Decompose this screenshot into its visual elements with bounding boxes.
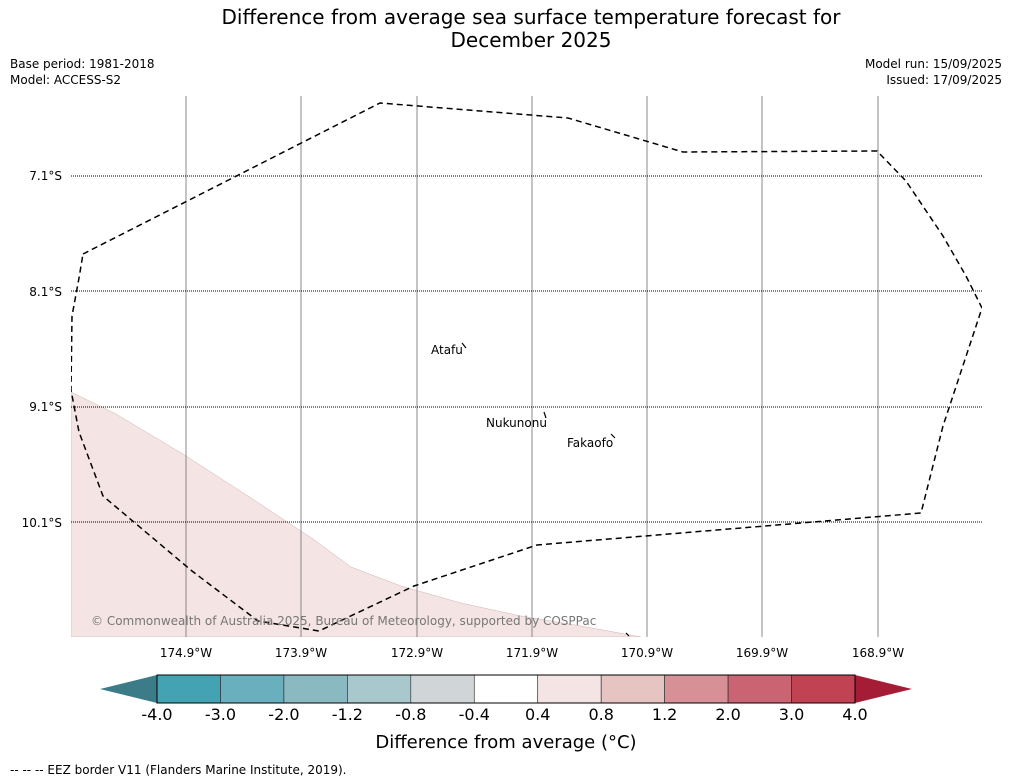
colorbar-label: Difference from average (°C) bbox=[375, 732, 637, 753]
colorbar-tick-label: -3.0 bbox=[204, 705, 237, 724]
colorbar-tick-label: 3.0 bbox=[778, 705, 805, 724]
map-title: Difference from average sea surface temp… bbox=[221, 5, 841, 52]
colorbar-segment bbox=[791, 674, 856, 704]
colorbar-segment bbox=[537, 674, 602, 704]
island-outlines bbox=[461, 342, 630, 637]
colorbar-tick-label: -2.0 bbox=[268, 705, 300, 724]
place-label-fakaofo: Fakaofo bbox=[567, 436, 614, 450]
colorbar-segments bbox=[156, 674, 856, 704]
lon-label-169-9w: 169.9°W bbox=[735, 646, 789, 660]
eez-legend-note: -- -- -- EEZ border V11 (Flanders Marine… bbox=[10, 763, 347, 777]
colorbar-tick-label: -0.8 bbox=[395, 705, 427, 724]
colorbar-tick-label: 0.4 bbox=[524, 705, 551, 724]
colorbar-segment bbox=[347, 674, 412, 704]
colorbar-over-arrow bbox=[855, 675, 912, 703]
place-label-nukunonu: Nukunonu bbox=[486, 416, 547, 430]
lat-label-10-1s: 10.1°S bbox=[21, 516, 62, 530]
lon-label-171-9w: 171.9°W bbox=[505, 646, 559, 660]
fakaofo-island bbox=[610, 433, 616, 439]
colorbar-segment bbox=[220, 674, 285, 704]
lat-label-8-1s: 8.1°S bbox=[29, 285, 62, 299]
model-name: Model: ACCESS-S2 bbox=[10, 73, 122, 87]
colorbar bbox=[100, 674, 912, 704]
base-period: Base period: 1981-2018 bbox=[10, 57, 155, 71]
colorbar-tick-label: 1.2 bbox=[651, 705, 678, 724]
colorbar-segment bbox=[156, 674, 221, 704]
lat-label-7-1s: 7.1°S bbox=[29, 169, 62, 183]
coastline-fragment bbox=[625, 632, 630, 637]
anomaly-region-0-4-to-0-8 bbox=[71, 391, 642, 637]
place-label-atafu: Atafu bbox=[431, 343, 463, 357]
colorbar-tick-label: -1.2 bbox=[331, 705, 363, 724]
colorbar-tick-label: 4.0 bbox=[842, 705, 868, 724]
lon-label-170-9w: 170.9°W bbox=[620, 646, 674, 660]
lon-label-172-9w: 172.9°W bbox=[390, 646, 444, 660]
colorbar-outline bbox=[156, 674, 856, 704]
copyright-notice: © Commonwealth of Australia 2025, Bureau… bbox=[91, 614, 597, 628]
eez-border bbox=[71, 102, 982, 632]
colorbar-tick-label: -0.4 bbox=[458, 705, 490, 724]
issued-date: Issued: 17/09/2025 bbox=[886, 73, 1002, 87]
colorbar-tick-label: 2.0 bbox=[715, 705, 741, 724]
model-run: Model run: 15/09/2025 bbox=[864, 57, 1002, 71]
lon-label-168-9w: 168.9°W bbox=[851, 646, 905, 660]
colorbar-tick-label: -4.0 bbox=[141, 705, 173, 724]
colorbar-segment bbox=[600, 674, 665, 704]
colorbar-segment bbox=[283, 674, 348, 704]
lon-label-173-9w: 173.9°W bbox=[274, 646, 328, 660]
lat-label-9-1s: 9.1°S bbox=[29, 400, 62, 414]
map-canvas bbox=[71, 96, 982, 637]
colorbar-segment bbox=[727, 674, 792, 704]
nukunonu-island bbox=[543, 411, 547, 419]
lon-label-174-9w: 174.9°W bbox=[159, 646, 213, 660]
meridian-grid bbox=[185, 96, 879, 637]
colorbar-segment bbox=[473, 674, 539, 704]
colorbar-tick-label: 0.8 bbox=[588, 705, 614, 724]
run-info: Model run: 15/09/2025 Issued: 17/09/2025 bbox=[865, 56, 1002, 88]
colorbar-segment bbox=[664, 674, 729, 704]
atafu-island bbox=[461, 342, 467, 349]
sst-anomaly-map: Atafu Nukunonu Fakaofo © Commonwealth of… bbox=[71, 96, 982, 637]
colorbar-under-arrow bbox=[100, 675, 157, 703]
model-info: Base period: 1981-2018 Model: ACCESS-S2 bbox=[10, 56, 155, 88]
colorbar-segment bbox=[410, 674, 475, 704]
